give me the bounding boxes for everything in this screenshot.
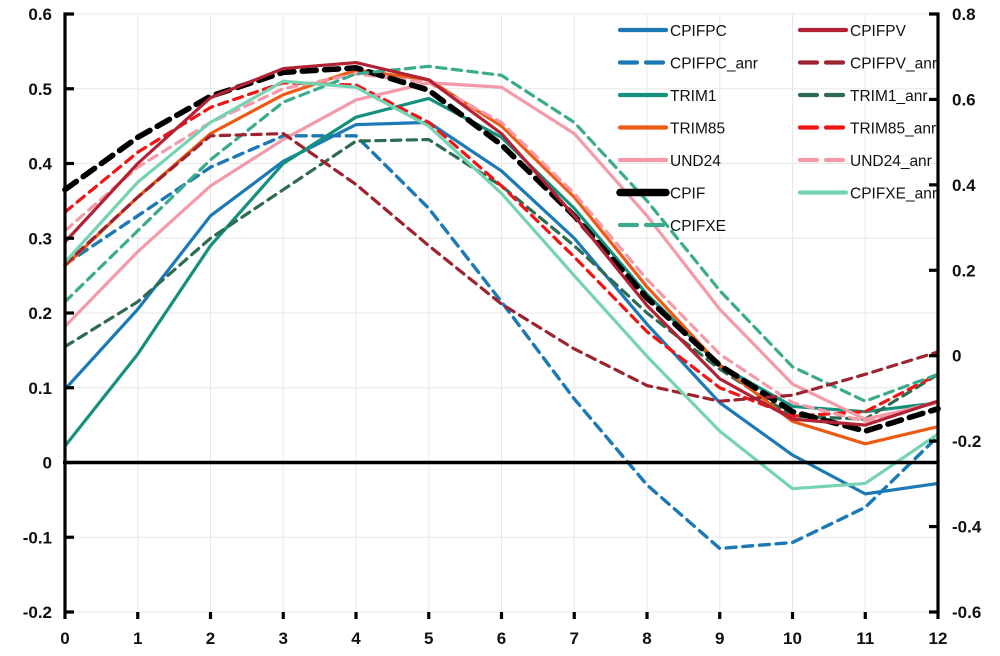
series-line-cpifpc-anr: [63, 134, 940, 551]
series-line-trim85-anr: [63, 81, 940, 418]
legend-item-und24[interactable]: UND24: [617, 153, 721, 170]
x-axis-tick-label: 1: [133, 629, 142, 648]
legend-label: UND24: [670, 153, 721, 170]
x-axis-tick-label: 4: [351, 629, 361, 648]
y-axis-tick-label: 0.5: [28, 80, 52, 99]
y-axis-tick-label: 0.4: [28, 155, 52, 174]
legend-label: CPIFXE: [670, 218, 726, 235]
legend-label: CPIF: [670, 186, 705, 203]
y-axis-labels: 0.6 0.5 0.4 0.3 0.2 0.1 0 -0.1 -0.2: [23, 5, 53, 622]
y-axis-tick-label: 0.1: [28, 379, 52, 398]
y2-axis-tick-label: -0.2: [952, 432, 981, 451]
y2-axis-labels: 0.8 0.6 0.4 0.2 0 -0.2 -0.4 -0.6: [952, 5, 982, 622]
x-axis-tick-label: 0: [60, 629, 69, 648]
legend-item-cpifpv[interactable]: CPIFPV: [797, 23, 907, 40]
series-line-cpifpv-anr: [63, 132, 940, 403]
x-axis-tick-label: 9: [715, 629, 724, 648]
legend-label: CPIFPV: [850, 23, 907, 40]
legend-item-trim85-anr[interactable]: TRIM85_anr: [797, 121, 936, 138]
legend-label: TRIM85: [670, 121, 725, 138]
y2-axis-tick-label: 0.2: [952, 261, 976, 280]
legend-label: CPIFPV_anr: [850, 56, 937, 73]
legend-label: CPIFPC: [670, 23, 727, 40]
series-line-trim1: [63, 96, 940, 448]
legend-item-cpifxe[interactable]: CPIFXE: [617, 218, 726, 235]
series-line-cpifpv: [63, 60, 940, 427]
legend-label: TRIM1_anr: [850, 88, 928, 105]
x-axis-tick-label: 7: [570, 629, 579, 648]
y-axis-tick-label: 0.6: [28, 5, 52, 24]
axes-group: [63, 12, 940, 619]
x-axis-tick-label: 6: [497, 629, 506, 648]
y2-axis-tick-label: 0.4: [952, 176, 976, 195]
x-axis-tick-label: 11: [856, 629, 874, 648]
y2-axis-tick-label: -0.6: [952, 603, 981, 622]
legend-item-cpif[interactable]: CPIF: [616, 186, 705, 203]
legend-label: TRIM1: [670, 88, 717, 105]
series-group: [62, 60, 941, 551]
y2-axis-tick-label: 0.8: [952, 5, 976, 24]
x-axis-tick-label: 12: [929, 629, 948, 648]
y2-axis-tick-label: 0: [952, 347, 961, 366]
series-line-cpifxe: [63, 64, 940, 403]
legend-label: TRIM85_anr: [850, 121, 936, 138]
legend-item-cpifxe-anr[interactable]: CPIFXE_anr: [797, 186, 937, 203]
legend-item-trim1[interactable]: TRIM1: [617, 88, 717, 105]
x-axis-tick-label: 2: [206, 629, 215, 648]
y-axis-tick-label: 0.2: [28, 304, 52, 323]
x-axis-labels: 0 1 2 3 4 5 6 7 8 9 10 11 12: [60, 629, 947, 648]
legend-item-cpifpc[interactable]: CPIFPC: [617, 23, 727, 40]
y2-axis-tick-label: -0.4: [952, 518, 982, 537]
legend-label: UND24_anr: [850, 153, 932, 170]
x-axis-tick-label: 8: [642, 629, 651, 648]
series-line-cpifpc: [63, 120, 940, 496]
legend-item-trim85[interactable]: TRIM85: [617, 121, 725, 138]
legend-item-cpifpc-anr[interactable]: CPIFPC_anr: [617, 56, 758, 73]
legend-label: CPIFXE_anr: [850, 186, 937, 203]
y2-axis-tick-label: 0.6: [952, 90, 976, 109]
legend: CPIFPC CPIFPC_anr TRIM1 TRIM85 UND24 CPIF CPIF…: [616, 23, 937, 235]
legend-item-trim1-anr[interactable]: TRIM1_anr: [797, 88, 928, 105]
legend-item-und24-anr[interactable]: UND24_anr: [797, 153, 932, 170]
series-line-und24: [63, 81, 940, 421]
legend-label: CPIFPC_anr: [670, 56, 758, 73]
series-line-trim85: [63, 68, 940, 446]
x-axis-tick-label: 5: [424, 629, 433, 648]
series-line-cpifxe-anr: [63, 79, 940, 491]
x-axis-tick-label: 10: [783, 629, 802, 648]
right-axis-spine: [929, 12, 940, 614]
legend-item-cpifpv-anr[interactable]: CPIFPV_anr: [797, 56, 937, 73]
y-axis-tick-label: -0.1: [23, 528, 52, 547]
y-axis-tick-label: -0.2: [23, 603, 52, 622]
y-axis-tick-label: 0.3: [28, 229, 52, 248]
x-axis-tick-label: 3: [279, 629, 288, 648]
y-axis-tick-label: 0: [43, 454, 52, 473]
